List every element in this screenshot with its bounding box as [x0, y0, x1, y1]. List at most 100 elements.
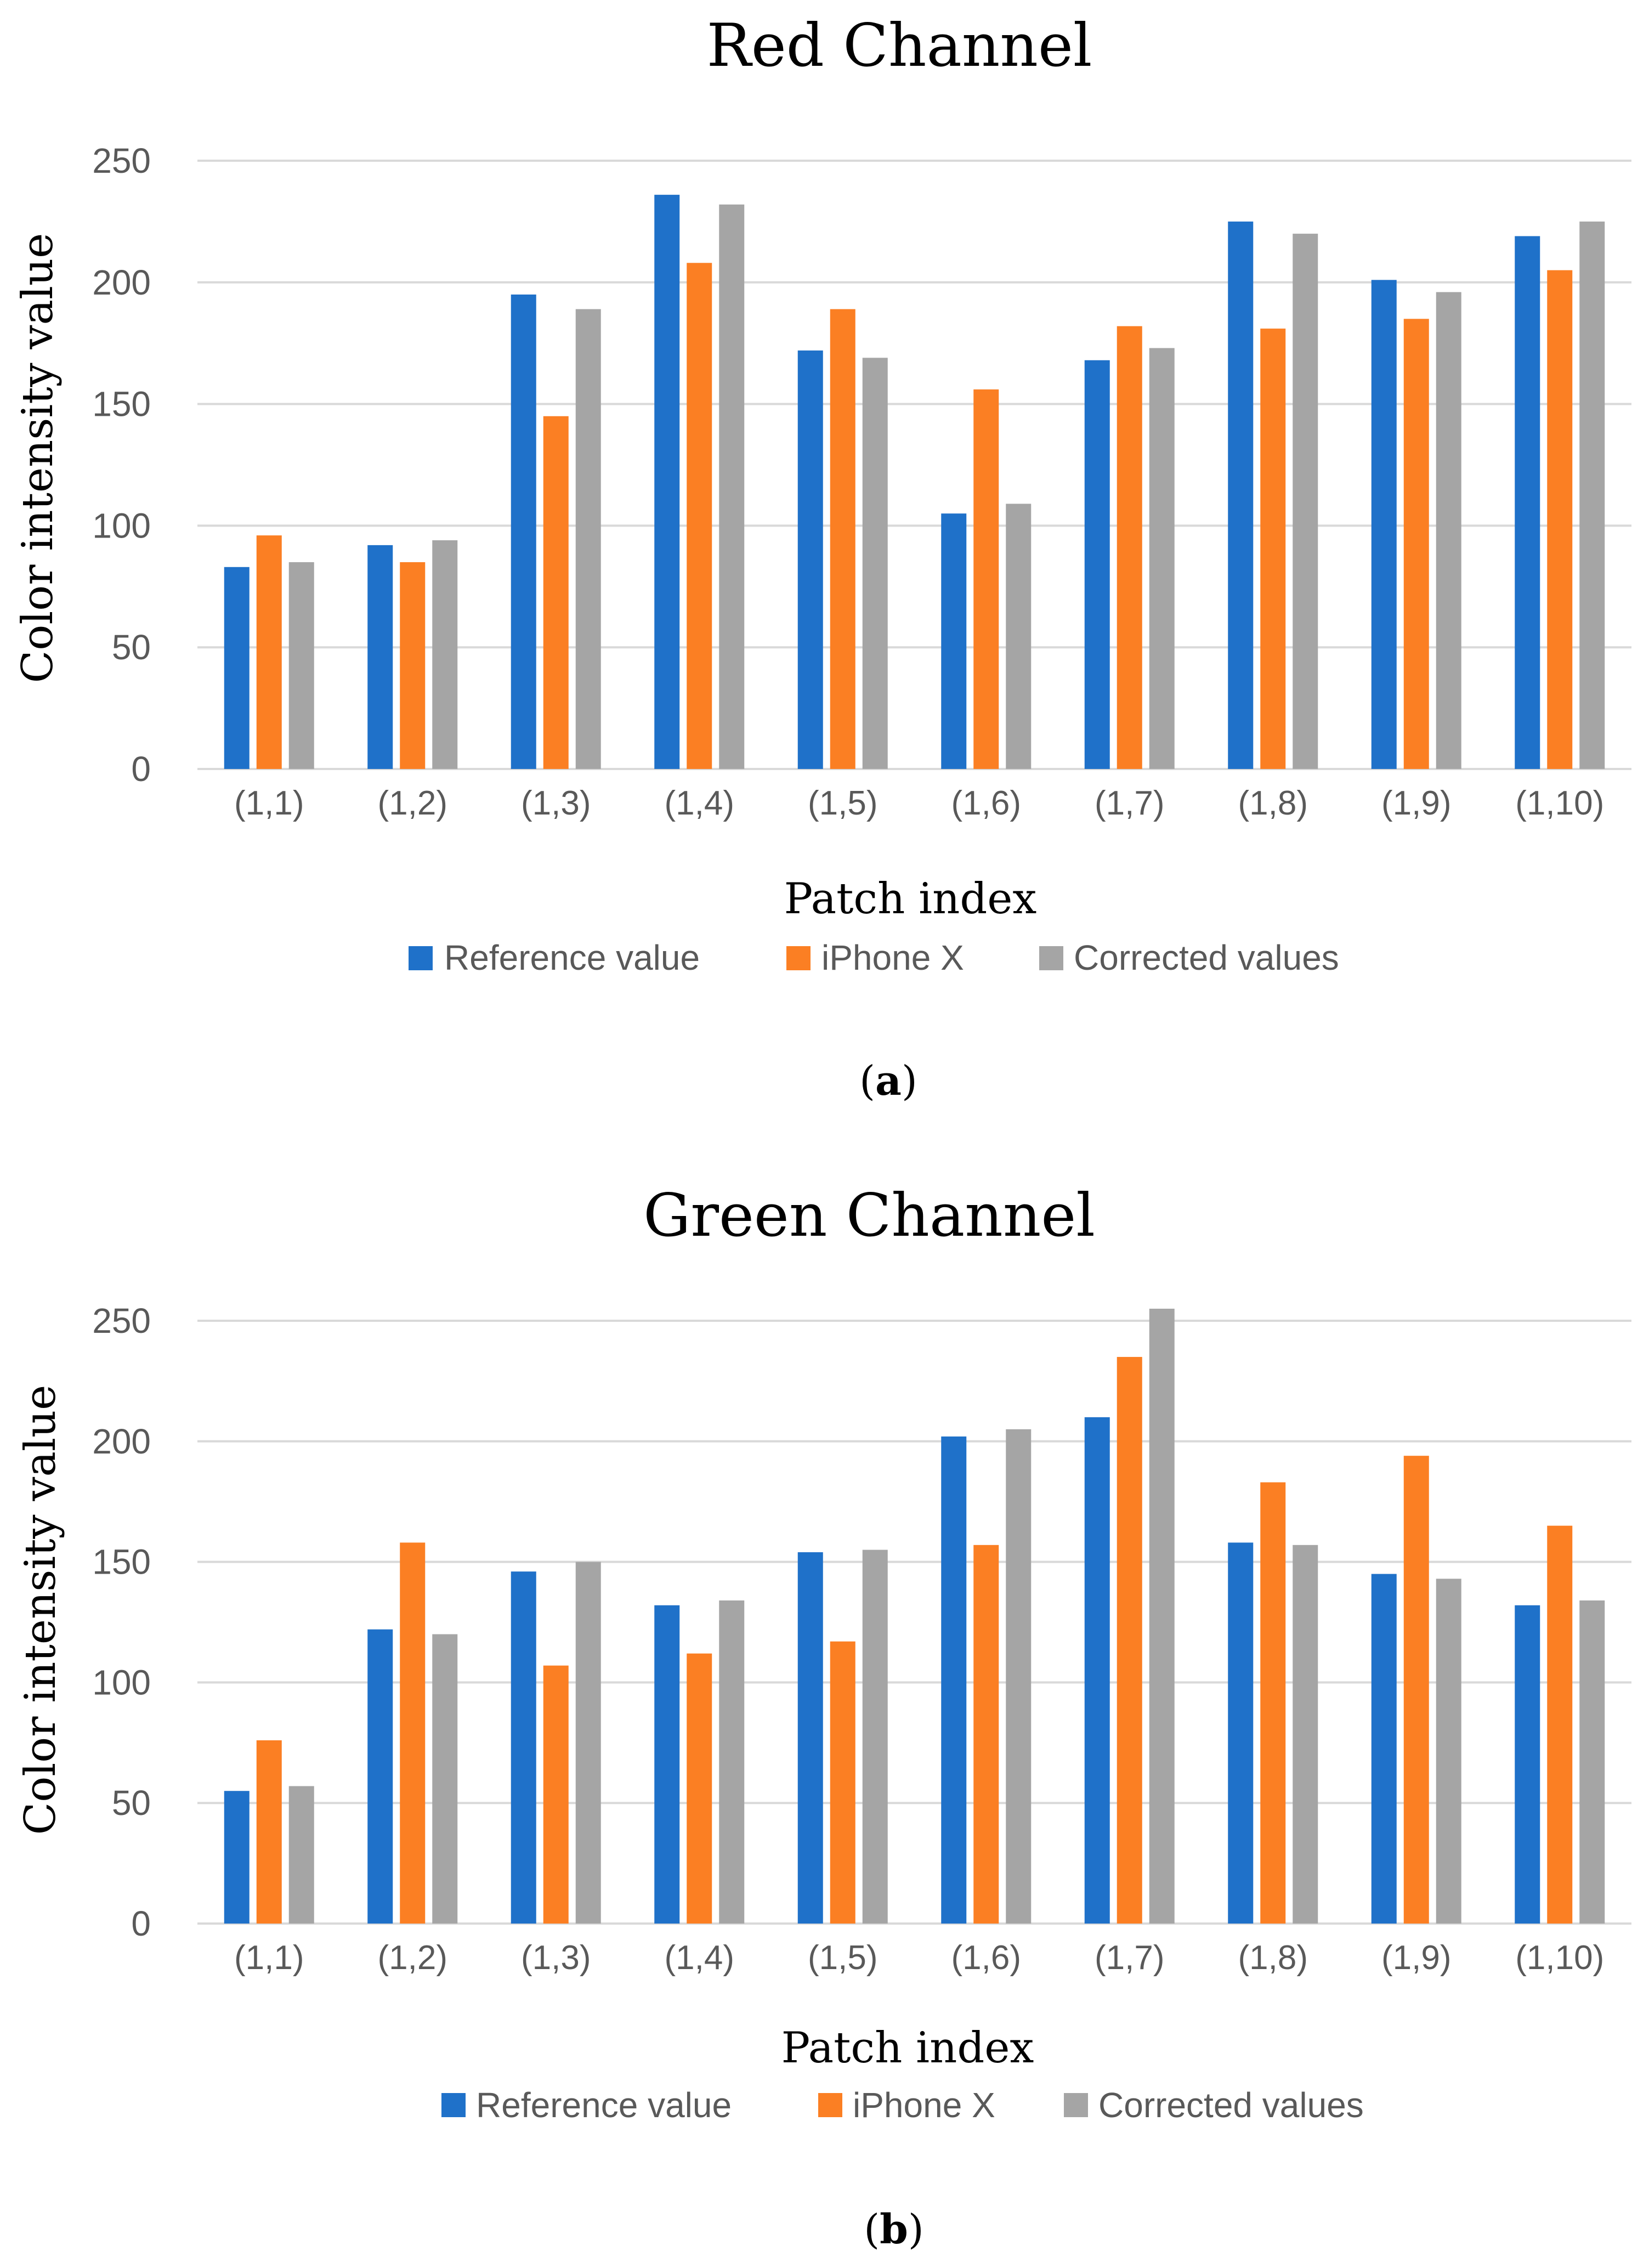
bar-reference-6 [941, 1436, 967, 1924]
bar-iphone-1 [256, 535, 282, 769]
legend-label-corrected: Corrected values [1098, 2085, 1364, 2125]
bars [224, 195, 1605, 770]
y-tick-label: 200 [92, 1422, 151, 1461]
x-tick-label: (1,4) [665, 784, 734, 822]
bar-corrected-7 [1149, 348, 1175, 769]
panel-label: (b) [864, 2206, 924, 2253]
x-tick-label: (1,7) [1095, 784, 1164, 822]
bar-iphone-3 [543, 1665, 569, 1924]
y-tick-labels: 0 50 100 150 200 250 [92, 141, 151, 789]
bar-reference-4 [654, 195, 680, 769]
legend-label-reference: Reference value [444, 938, 700, 977]
bar-corrected-2 [432, 1634, 458, 1924]
bars [224, 1309, 1605, 1924]
legend-item-reference: Reference value [441, 2085, 732, 2125]
bar-iphone-5 [830, 309, 855, 769]
y-tick-labels: 0 50 100 150 200 250 [92, 1301, 151, 1943]
x-tick-labels: (1,1) (1,2) (1,3) (1,4) (1,5) (1,6) (1,7) (1,8)… [234, 1939, 1604, 1977]
legend-swatch-iphone [786, 946, 811, 970]
x-tick-label: (1,10) [1515, 1939, 1604, 1977]
x-tick-label: (1,1) [234, 1939, 304, 1977]
bar-iphone-9 [1403, 319, 1429, 769]
bar-iphone-2 [400, 1542, 426, 1924]
chart-title: Red Channel [707, 12, 1092, 80]
x-tick-label: (1,9) [1381, 784, 1451, 822]
y-tick-label: 100 [92, 506, 151, 545]
x-axis-label: Patch index [784, 874, 1037, 924]
bar-iphone-8 [1260, 1482, 1286, 1924]
x-tick-label: (1,8) [1238, 1939, 1308, 1977]
x-tick-label: (1,2) [378, 1939, 447, 1977]
panel-label: (a) [859, 1057, 917, 1105]
chart-green-channel: Green Channel 0 50 100 150 200 250 (1,1) (1,2)… [16, 1181, 1631, 2253]
bar-reference-2 [367, 1629, 393, 1924]
legend-label-iphone: iPhone X [853, 2085, 995, 2125]
legend-item-corrected: Corrected values [1064, 2085, 1364, 2125]
bar-corrected-3 [575, 1562, 601, 1924]
y-tick-label: 0 [131, 749, 151, 789]
bar-corrected-6 [1006, 504, 1032, 769]
bar-iphone-8 [1260, 329, 1286, 769]
legend-swatch-reference [441, 2093, 466, 2117]
bar-iphone-2 [400, 562, 426, 769]
x-tick-label: (1,1) [234, 784, 304, 822]
bar-corrected-5 [862, 1549, 888, 1924]
bar-reference-1 [224, 567, 250, 769]
x-tick-label: (1,5) [808, 1939, 877, 1977]
bar-reference-1 [224, 1791, 250, 1924]
x-tick-label: (1,8) [1238, 784, 1308, 822]
bar-reference-8 [1228, 1542, 1254, 1924]
x-tick-label: (1,7) [1095, 1939, 1164, 1977]
bar-corrected-3 [575, 309, 601, 769]
bar-corrected-4 [719, 1600, 745, 1924]
bar-corrected-9 [1436, 1579, 1461, 1924]
y-tick-label: 250 [92, 1301, 151, 1341]
x-tick-labels: (1,1) (1,2) (1,3) (1,4) (1,5) (1,6) (1,7) (1,8)… [234, 784, 1604, 822]
legend-item-reference: Reference value [409, 938, 700, 977]
legend-item-corrected: Corrected values [1039, 938, 1339, 977]
bar-iphone-7 [1117, 1356, 1142, 1924]
bar-iphone-4 [687, 1653, 712, 1924]
x-tick-label: (1,6) [951, 1939, 1021, 1977]
bar-corrected-1 [288, 1786, 314, 1924]
x-tick-label: (1,10) [1515, 784, 1604, 822]
legend-swatch-corrected [1039, 946, 1063, 970]
y-tick-label: 200 [92, 263, 151, 302]
legend-label-corrected: Corrected values [1074, 938, 1339, 977]
bar-iphone-6 [973, 1545, 999, 1924]
x-tick-label: (1,6) [951, 784, 1021, 822]
bar-reference-9 [1371, 1574, 1397, 1924]
y-tick-label: 150 [92, 1542, 151, 1582]
bar-iphone-6 [973, 389, 999, 769]
bar-iphone-5 [830, 1641, 855, 1924]
legend-label-iphone: iPhone X [821, 938, 964, 977]
bar-iphone-10 [1547, 270, 1573, 769]
legend-swatch-iphone [818, 2093, 842, 2117]
bar-reference-10 [1515, 1605, 1540, 1924]
bar-reference-10 [1515, 236, 1540, 769]
y-tick-label: 250 [92, 141, 151, 180]
panel-letter: a [875, 1057, 902, 1105]
panel-letter: b [880, 2206, 908, 2253]
bar-reference-7 [1084, 360, 1110, 769]
bar-corrected-4 [719, 204, 745, 769]
chart-title: Green Channel [643, 1181, 1095, 1250]
bar-iphone-3 [543, 416, 569, 769]
bar-corrected-8 [1293, 1545, 1318, 1924]
bar-reference-4 [654, 1605, 680, 1924]
bar-reference-3 [511, 1571, 536, 1924]
bar-reference-3 [511, 294, 536, 769]
bar-corrected-2 [432, 540, 458, 769]
bar-corrected-8 [1293, 234, 1318, 770]
x-tick-label: (1,5) [808, 784, 877, 822]
bar-corrected-6 [1006, 1429, 1032, 1924]
bar-iphone-1 [256, 1740, 282, 1924]
bar-reference-2 [367, 545, 393, 769]
x-axis-label: Patch index [781, 2023, 1034, 2073]
bar-reference-9 [1371, 280, 1397, 769]
y-tick-label: 50 [112, 1783, 151, 1823]
bar-iphone-9 [1403, 1456, 1429, 1924]
x-tick-label: (1,4) [665, 1939, 734, 1977]
